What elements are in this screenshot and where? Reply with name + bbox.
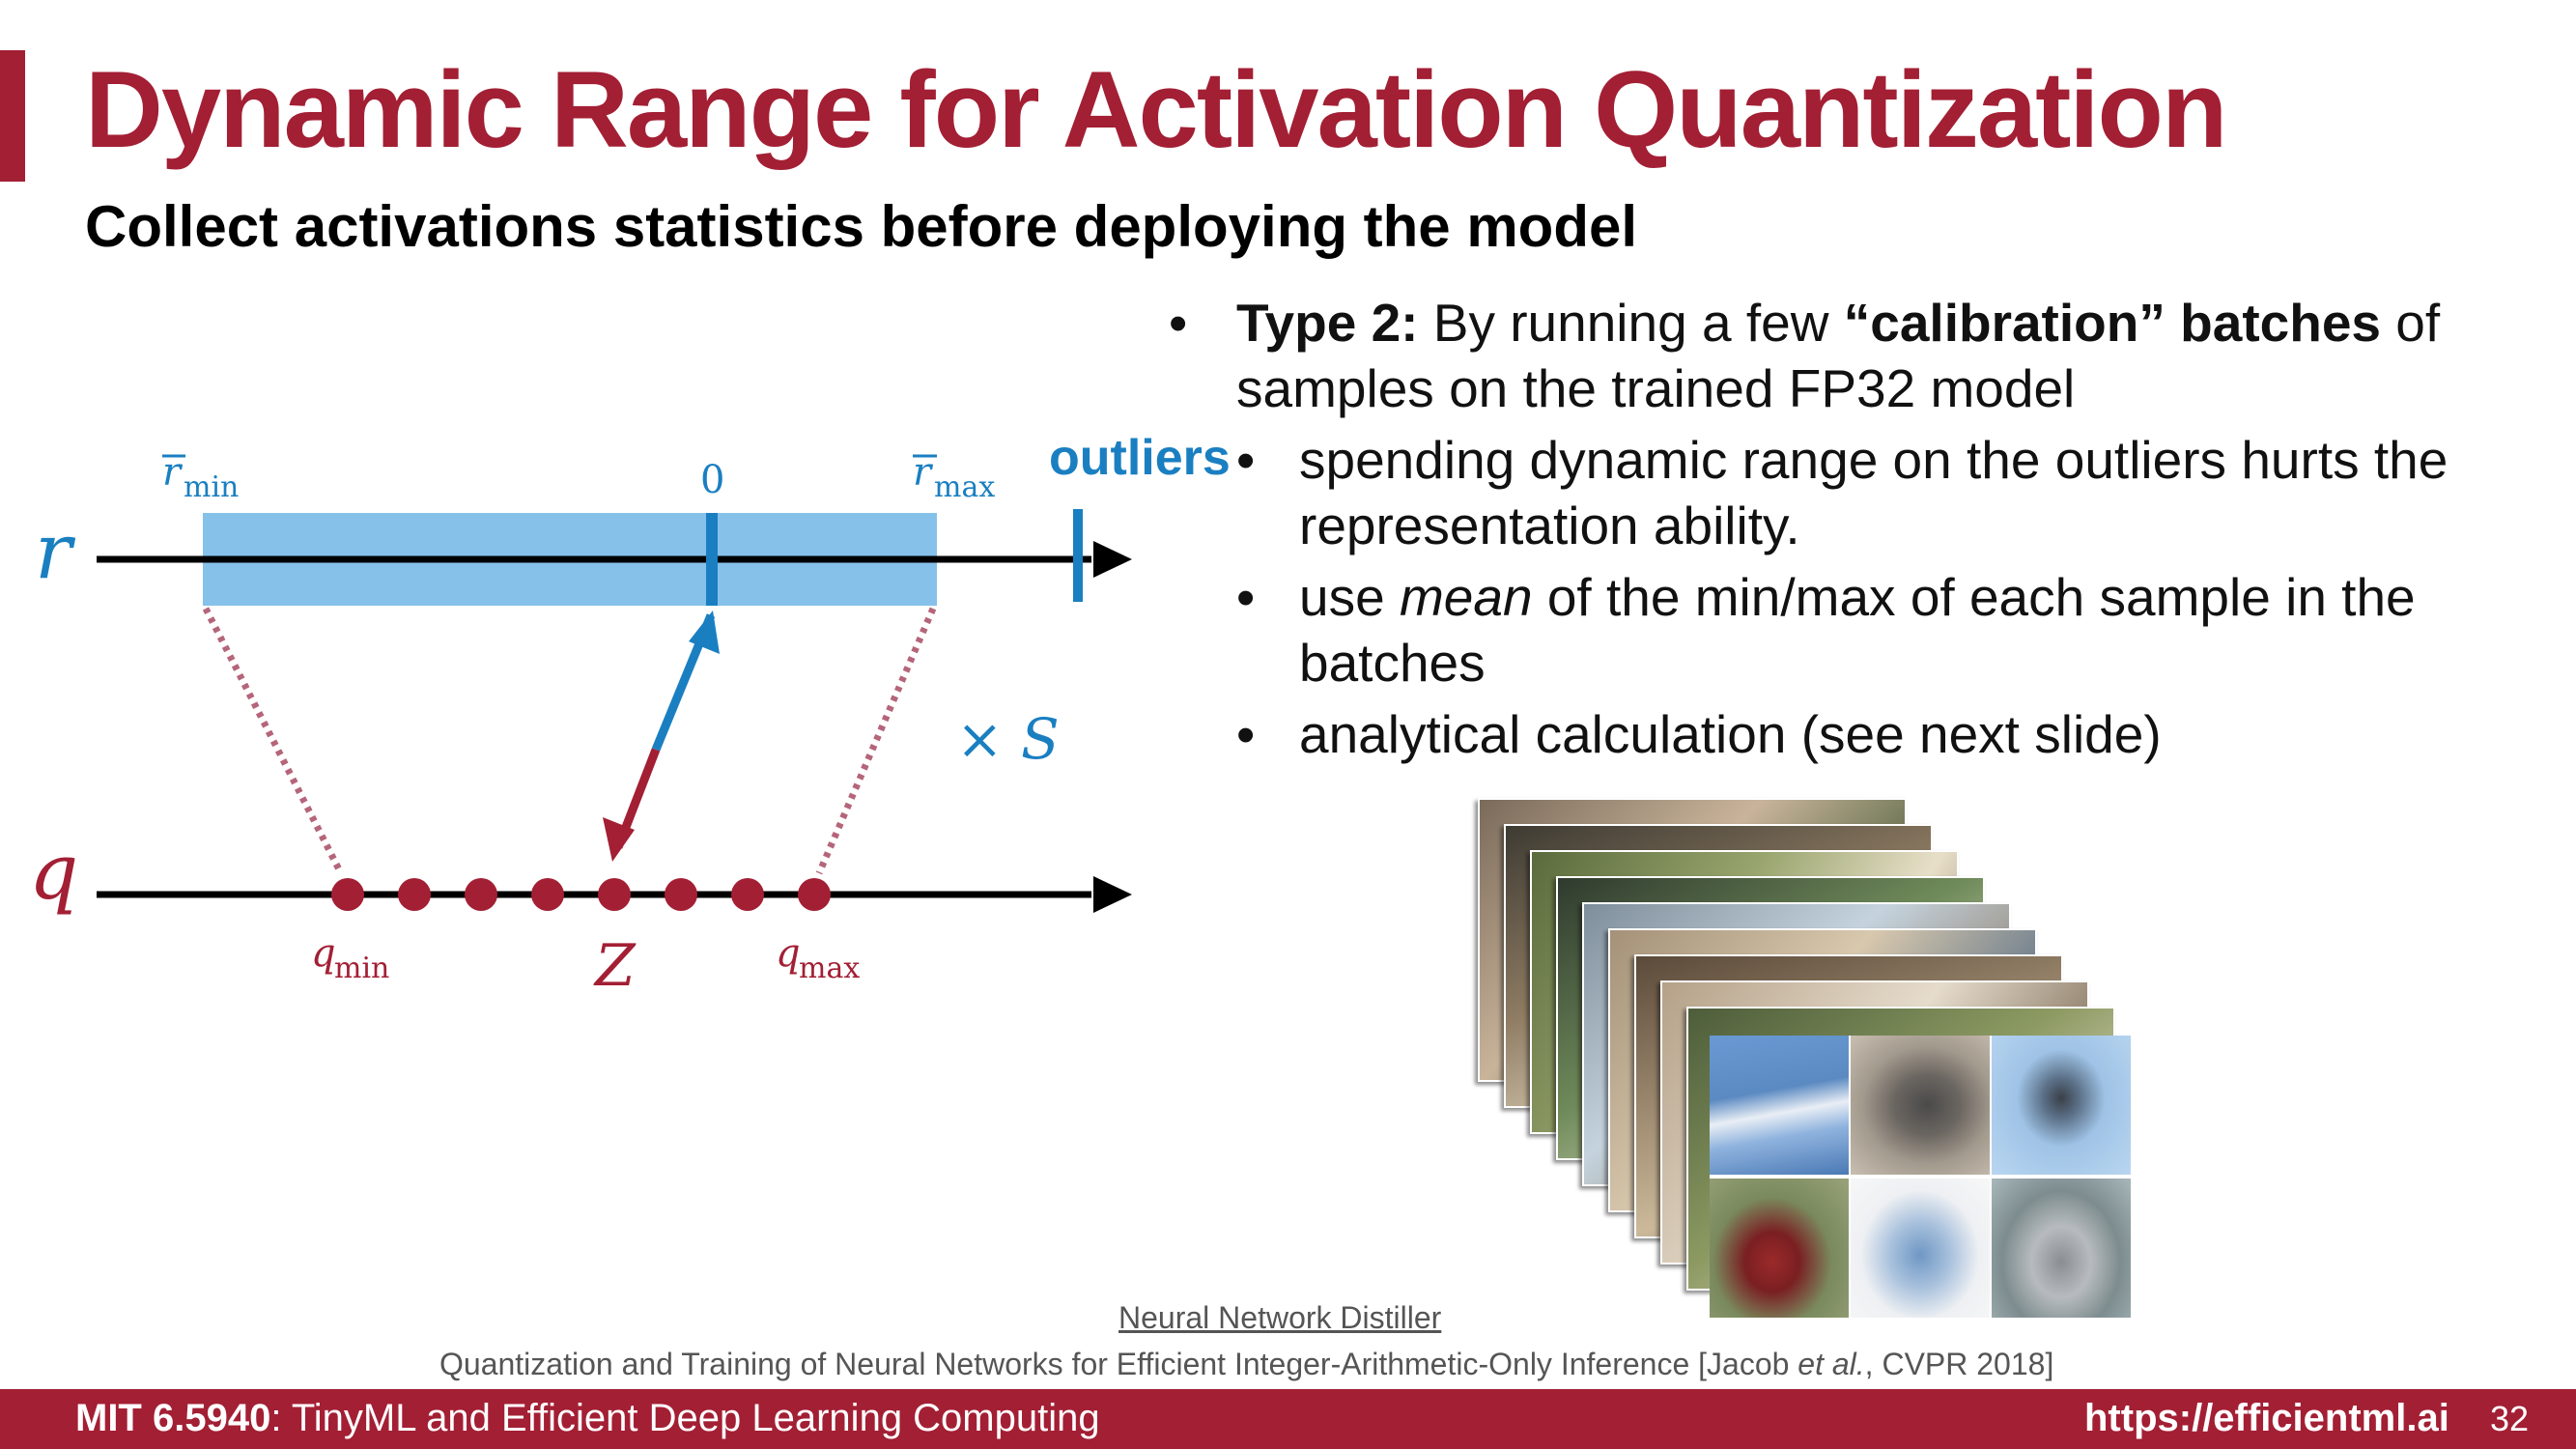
scale-label: × S: [956, 706, 1060, 772]
r-axis-arrowhead: [1093, 541, 1132, 578]
course-name: : TinyML and Efficient Deep Learning Com…: [270, 1397, 1100, 1439]
slide-subtitle: Collect activations statistics before de…: [85, 194, 1638, 259]
course-label: MIT 6.5940: TinyML and Efficient Deep Le…: [75, 1397, 1100, 1440]
citation-tail: , CVPR 2018]: [1864, 1347, 2054, 1381]
r-min-sub: min: [184, 470, 239, 504]
citation-italic: et al.: [1798, 1347, 1865, 1381]
car-image: [1710, 1179, 1849, 1318]
q-point: [665, 878, 697, 911]
q-point: [531, 878, 564, 911]
q-point: [798, 878, 831, 911]
dotted-projection-left: [202, 607, 345, 875]
bullet-list: Type 2: By running a few “calibration” b…: [1169, 290, 2540, 767]
q-point: [398, 878, 431, 911]
sub-bullet-mean: use mean of the min/max of each sample i…: [1169, 564, 2540, 696]
q-point: [465, 878, 497, 911]
zero-point-arrowhead-blue: [689, 611, 720, 654]
q-point: [731, 878, 764, 911]
sub-bullet-mean-italic: mean: [1399, 567, 1533, 627]
zero-point-arrowhead-red: [603, 817, 635, 862]
z-label: Z: [593, 932, 637, 1000]
citation: Quantization and Training of Neural Netw…: [439, 1347, 2053, 1382]
calibration-images-stack: [1478, 798, 2144, 1320]
bullet-bold-prefix: Type 2:: [1236, 293, 1419, 353]
airplane-image: [1710, 1036, 1849, 1175]
sub-bullet-analytical: analytical calculation (see next slide): [1169, 701, 2540, 767]
course-url[interactable]: https://efficientml.ai: [2084, 1397, 2449, 1439]
q-point: [331, 878, 364, 911]
car-image: [1851, 1179, 1990, 1318]
q-max-label: q: [776, 931, 801, 976]
bullet-text-2: of samples on the trained FP32 model: [1236, 293, 2441, 418]
title-accent-bar: [0, 50, 25, 182]
r-max-sub: max: [934, 470, 995, 504]
q-axis-arrowhead: [1093, 876, 1132, 913]
bullet-text-1: By running a few: [1418, 293, 1844, 353]
q-max-sub: max: [799, 952, 860, 985]
sub-bullet-mean-pre: use: [1299, 567, 1400, 627]
outliers-label: outliers: [1049, 430, 1231, 486]
course-code: MIT 6.5940: [75, 1397, 271, 1439]
airplane-image: [1851, 1036, 1990, 1175]
r-axis-label: r: [35, 506, 76, 596]
q-grid-points: [331, 878, 831, 911]
footer-bar: MIT 6.5940: TinyML and Efficient Deep Le…: [0, 1389, 2576, 1449]
car-image: [1992, 1179, 2131, 1318]
slide-title: Dynamic Range for Activation Quantizatio…: [85, 49, 2227, 170]
image-grid-front: [1710, 1036, 2144, 1320]
r-zero-label: 0: [700, 458, 724, 502]
q-point: [598, 878, 631, 911]
airplane-image: [1992, 1036, 2131, 1175]
sub-bullet-outliers: spending dynamic range on the outliers h…: [1169, 427, 2540, 558]
dotted-projection-right: [815, 607, 937, 875]
citation-text: Quantization and Training of Neural Netw…: [439, 1347, 1798, 1381]
q-axis-label: q: [29, 827, 78, 917]
images-caption-link[interactable]: Neural Network Distiller: [1118, 1300, 1442, 1335]
r-max-label: r: [913, 450, 934, 495]
r-min-label: r: [162, 450, 184, 495]
sub-bullet-mean-post: of the min/max of each sample in the bat…: [1299, 567, 2416, 693]
q-min-label: q: [311, 931, 336, 976]
bullet-bold-mid: “calibration” batches: [1843, 293, 2381, 353]
q-min-sub: min: [334, 952, 389, 985]
bullet-type2: Type 2: By running a few “calibration” b…: [1169, 290, 2540, 421]
page-number: 32: [2490, 1399, 2530, 1438]
quantization-range-diagram: r q r min 0 r max × S q min Z q max: [29, 450, 1132, 1000]
